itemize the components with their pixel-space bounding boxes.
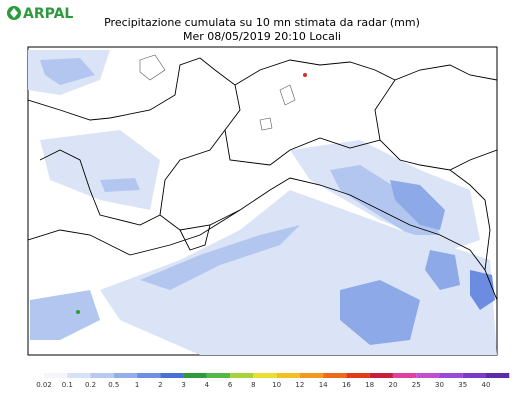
legend-label: 2 <box>158 381 162 389</box>
rain-area <box>100 178 140 192</box>
legend-label: 3 <box>181 381 185 389</box>
legend-label: 16 <box>342 381 351 389</box>
legend-swatch <box>90 373 114 378</box>
subtitle: Mer 08/05/2019 20:10 Locali <box>183 30 341 43</box>
legend-swatch <box>206 373 231 378</box>
rain-area <box>340 280 420 345</box>
legend-label: 4 <box>205 381 210 389</box>
region-border <box>379 139 497 171</box>
rain-area <box>140 225 300 290</box>
title: Precipitazione cumulata su 10 mn stimata… <box>104 16 420 29</box>
region-border <box>234 59 396 86</box>
logo-text: ARPAL <box>23 6 73 22</box>
legend-label: 6 <box>228 381 233 389</box>
rain-area <box>40 58 95 85</box>
legend-swatch <box>439 373 463 378</box>
rain-spot <box>303 73 307 77</box>
legend-label: 1 <box>135 381 139 389</box>
legend-swatch <box>299 373 324 378</box>
legend-label: 0.02 <box>36 381 52 389</box>
legend-label: 12 <box>295 381 304 389</box>
coastline <box>28 229 131 256</box>
legend-swatch <box>67 373 91 378</box>
legend-label: 0.2 <box>85 381 96 389</box>
region-border <box>159 129 226 216</box>
legend-label: 10 <box>272 381 281 389</box>
legend-swatch <box>113 373 138 378</box>
legend-swatch <box>462 373 486 378</box>
rain-spot <box>76 310 80 314</box>
map <box>27 46 498 356</box>
region-border <box>39 149 241 231</box>
legend: 0.02 0.1 0.2 0.5 1 2 3 4 6 8 10 12 14 16 18 20 25 30 35 40 <box>36 373 510 389</box>
legend-swatch <box>486 373 510 378</box>
legend-label: 0.5 <box>108 381 119 389</box>
logo: ARPAL <box>7 6 73 22</box>
lake <box>259 117 273 131</box>
legend-label: 20 <box>388 381 397 389</box>
logo-icon-mark <box>10 8 18 18</box>
legend-label: 18 <box>365 381 374 389</box>
borders <box>28 54 497 314</box>
legend-label: 0.1 <box>62 381 73 389</box>
legend-label: 8 <box>251 381 255 389</box>
legend-swatch <box>183 373 207 378</box>
legend-swatch <box>160 373 184 378</box>
legend-swatch <box>416 373 440 378</box>
rain-area <box>30 290 100 340</box>
lake <box>279 84 296 106</box>
precipitation <box>28 50 497 355</box>
legend-swatch <box>137 373 161 378</box>
rain-area <box>425 250 460 290</box>
legend-swatch <box>392 373 417 378</box>
legend-swatch <box>346 373 370 378</box>
legend-swatch <box>230 373 254 378</box>
legend-label: 14 <box>319 381 328 389</box>
legend-swatch <box>253 373 277 378</box>
lake <box>139 54 166 81</box>
legend-label: 25 <box>412 381 421 389</box>
legend-label: 35 <box>458 381 467 389</box>
rain-area <box>390 180 445 230</box>
region-border <box>179 224 211 251</box>
legend-label: 40 <box>482 381 491 389</box>
region-border <box>28 57 497 166</box>
legend-swatch <box>369 373 393 378</box>
legend-label: 30 <box>435 381 444 389</box>
legend-swatch <box>276 373 300 378</box>
legend-swatch <box>44 373 68 378</box>
coastline <box>129 177 497 301</box>
region-border <box>449 169 491 271</box>
legend-swatch <box>323 373 347 378</box>
